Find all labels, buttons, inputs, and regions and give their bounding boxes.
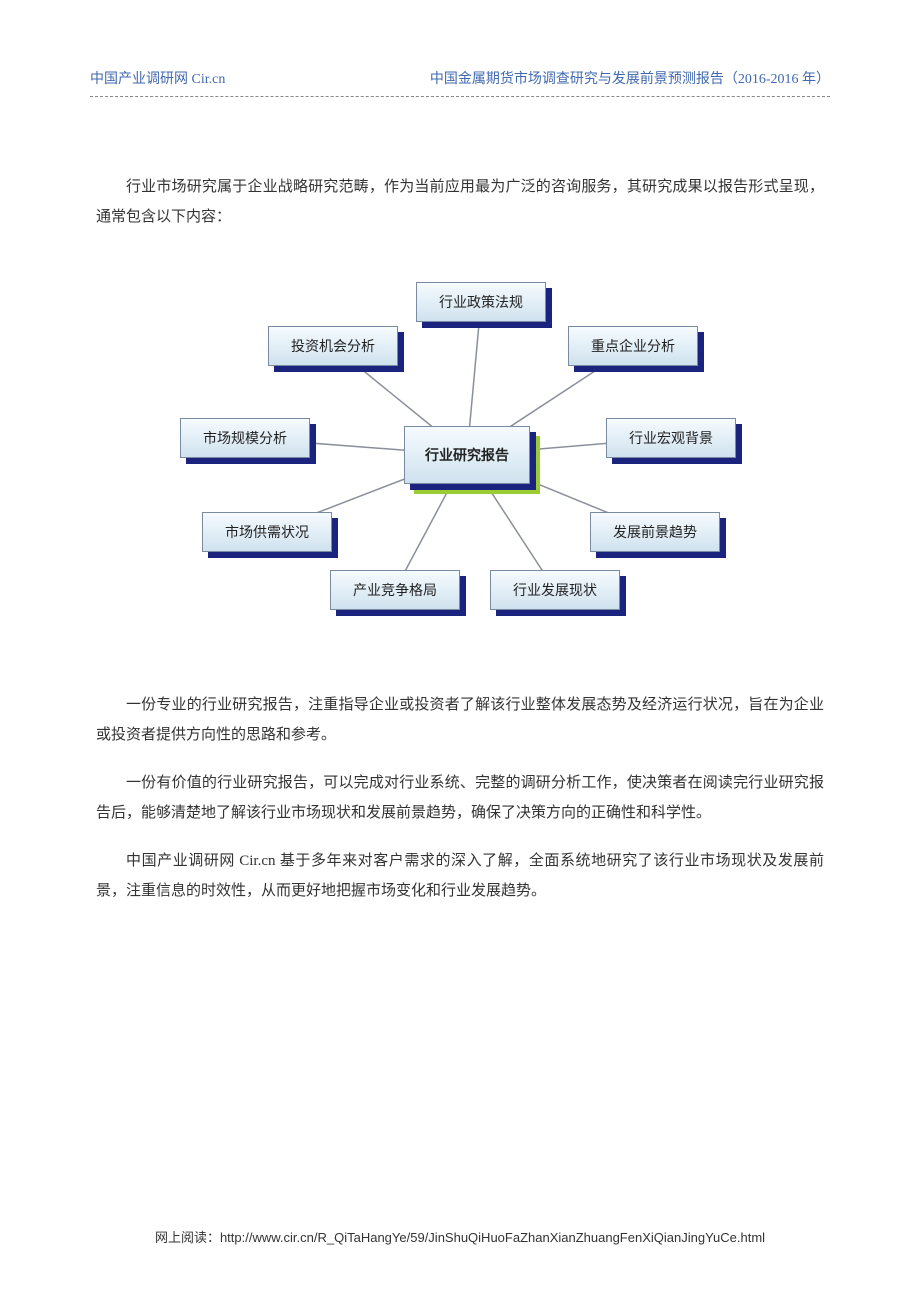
node-label: 产业竞争格局 [330, 570, 460, 610]
diagram-node: 行业发展现状 [490, 570, 620, 610]
body-paragraph-2: 一份有价值的行业研究报告，可以完成对行业系统、完整的调研分析工作，使决策者在阅读… [96, 768, 824, 828]
diagram-node: 行业宏观背景 [606, 418, 736, 458]
footer-label: 网上阅读： [155, 1230, 220, 1245]
node-label: 投资机会分析 [268, 326, 398, 366]
node-label: 市场规模分析 [180, 418, 310, 458]
body-paragraph-3: 中国产业调研网 Cir.cn 基于多年来对客户需求的深入了解，全面系统地研究了该… [96, 846, 824, 906]
node-label: 市场供需状况 [202, 512, 332, 552]
footer-url[interactable]: http://www.cir.cn/R_QiTaHangYe/59/JinShu… [220, 1230, 765, 1245]
diagram-node: 市场供需状况 [202, 512, 332, 552]
page-content: 行业市场研究属于企业战略研究范畴，作为当前应用最为广泛的咨询服务，其研究成果以报… [0, 172, 920, 906]
industry-report-diagram: 行业政策法规投资机会分析 重点企业分析市场规模分析 行业宏观背景市场供需状况 发展前景… [150, 272, 770, 632]
node-label: 行业宏观背景 [606, 418, 736, 458]
body-paragraph-1: 一份专业的行业研究报告，注重指导企业或投资者了解该行业整体发展态势及经济运行状况… [96, 690, 824, 750]
header-right: 中国金属期货市场调查研究与发展前景预测报告（2016-2016 年） [430, 68, 830, 88]
diagram-center-node: 行业研究报告 [404, 426, 530, 484]
node-label: 发展前景趋势 [590, 512, 720, 552]
header-divider [90, 96, 830, 97]
node-label: 行业政策法规 [416, 282, 546, 322]
page-footer: 网上阅读：http://www.cir.cn/R_QiTaHangYe/59/J… [0, 1227, 920, 1246]
node-label: 行业发展现状 [490, 570, 620, 610]
diagram-node: 行业政策法规 [416, 282, 546, 322]
page-header: 中国产业调研网 Cir.cn 中国金属期货市场调查研究与发展前景预测报告（201… [0, 0, 920, 88]
diagram-node: 发展前景趋势 [590, 512, 720, 552]
node-label: 行业研究报告 [404, 426, 530, 484]
diagram-node: 投资机会分析 [268, 326, 398, 366]
intro-paragraph: 行业市场研究属于企业战略研究范畴，作为当前应用最为广泛的咨询服务，其研究成果以报… [96, 172, 824, 232]
node-label: 重点企业分析 [568, 326, 698, 366]
diagram-node: 市场规模分析 [180, 418, 310, 458]
diagram-node: 产业竞争格局 [330, 570, 460, 610]
header-left: 中国产业调研网 Cir.cn [90, 68, 225, 88]
diagram-node: 重点企业分析 [568, 326, 698, 366]
